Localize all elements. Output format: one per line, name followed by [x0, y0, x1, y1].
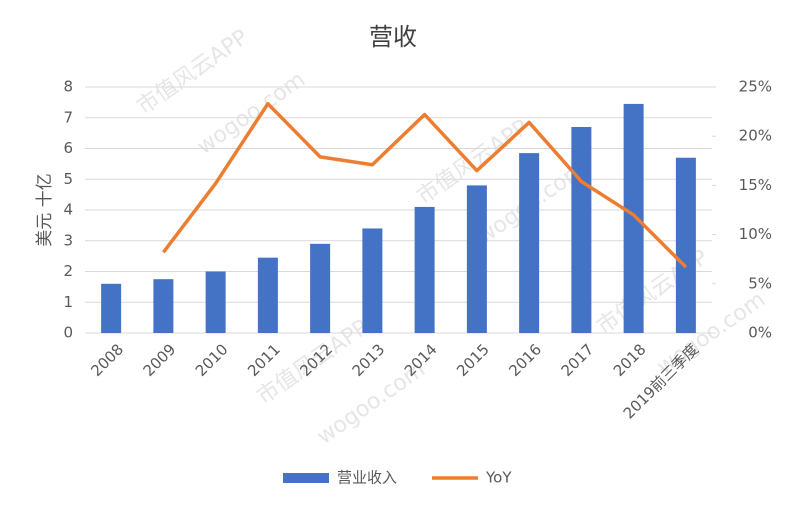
bar [414, 206, 435, 333]
watermark: 市值风云APP [133, 25, 253, 120]
y-tick-label: 4 [63, 201, 73, 219]
bar [205, 271, 226, 333]
y2-tick-label: 15% [739, 176, 772, 194]
y2-tick-label: 0% [748, 324, 772, 342]
bar [571, 126, 592, 333]
chart-title: 营收 [369, 23, 417, 51]
y-tick-label: 0 [63, 324, 73, 342]
bar [257, 257, 278, 333]
x-tick-label: 2017 [558, 340, 598, 380]
x-tick-label: 2016 [505, 340, 545, 380]
legend-label: YoY [485, 469, 512, 487]
x-tick-label: 2009 [140, 340, 180, 380]
line [161, 101, 688, 269]
legend-label: 营业收入 [337, 469, 397, 487]
x-tick-label: 2015 [453, 340, 493, 380]
x-tick-label: 2010 [192, 340, 232, 380]
y2-tick-label: 5% [748, 274, 772, 292]
y-tick-label: 6 [63, 139, 73, 157]
y2-tick-label: 10% [739, 225, 772, 243]
x-tick-label: 2008 [87, 340, 127, 380]
bar [310, 243, 331, 333]
y-tick-label: 7 [63, 108, 73, 126]
bar [466, 185, 487, 333]
y-tick-label: 1 [63, 293, 73, 311]
y2-tick-label: 25% [739, 78, 772, 96]
y-axis-label: 美元 十亿 [35, 173, 55, 246]
bar [519, 153, 540, 333]
bar [675, 157, 696, 333]
y-tick-label: 5 [63, 170, 73, 188]
bar [362, 228, 383, 333]
y-tick-label: 3 [63, 231, 73, 249]
bar [153, 279, 174, 333]
bar [101, 283, 122, 333]
y-tick-label: 2 [63, 262, 73, 280]
x-tick-label: 2018 [610, 340, 650, 380]
y2-tick-label: 20% [739, 127, 772, 145]
watermark: wogoo.com [193, 67, 311, 160]
bar [623, 103, 644, 333]
y-tick-label: 8 [63, 78, 73, 96]
legend-swatch [283, 473, 329, 483]
